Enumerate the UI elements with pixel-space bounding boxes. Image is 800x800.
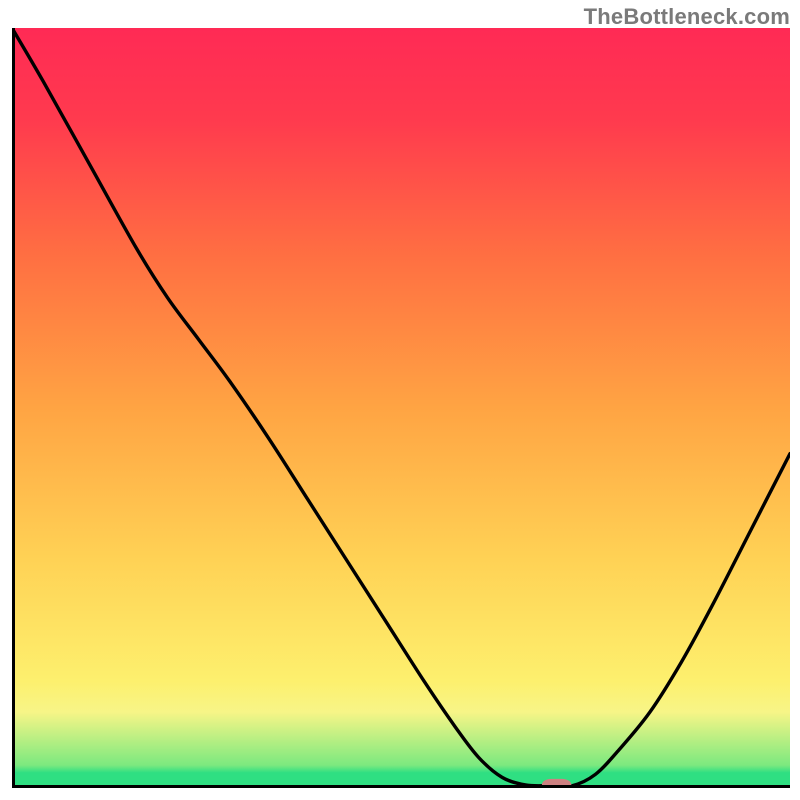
watermark-text: TheBottleneck.com [584, 4, 790, 30]
plot-area [12, 28, 790, 788]
chart-frame: TheBottleneck.com [0, 0, 800, 800]
bottleneck-curve-chart [12, 28, 790, 788]
